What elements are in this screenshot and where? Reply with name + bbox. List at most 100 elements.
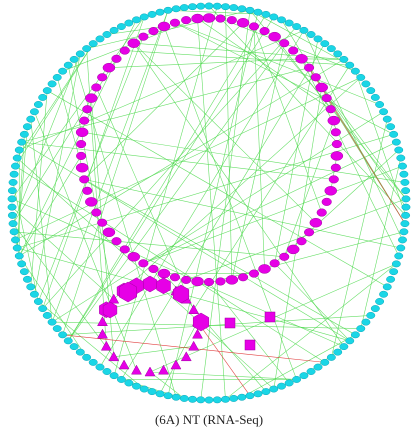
edge-green	[11, 198, 344, 347]
outer-node	[47, 80, 57, 88]
edge-green	[167, 12, 259, 396]
edge-green	[16, 43, 94, 159]
inner-node	[102, 62, 116, 73]
outer-node	[401, 195, 411, 203]
square-node	[244, 339, 256, 351]
edge-green	[133, 42, 317, 223]
outer-node	[124, 19, 134, 27]
inner-node	[85, 197, 98, 207]
inner-node	[238, 273, 249, 282]
outer-node	[320, 358, 330, 366]
outer-node	[63, 337, 73, 345]
outer-node	[14, 146, 24, 154]
outer-node	[306, 368, 316, 375]
outer-node	[8, 220, 18, 228]
outer-node	[29, 108, 39, 116]
outer-node	[38, 93, 48, 101]
inner-node	[97, 73, 108, 82]
outer-node	[306, 31, 316, 38]
edge-green	[113, 6, 218, 376]
outer-node	[221, 3, 230, 11]
inner-node	[127, 38, 141, 48]
inner-node	[236, 18, 250, 28]
isolated-nodes	[224, 311, 276, 351]
edge-green	[174, 22, 394, 135]
edge-green	[360, 157, 402, 329]
outer-node	[361, 80, 371, 88]
outer-node	[237, 393, 247, 401]
inner-node	[111, 54, 122, 63]
outer-node	[155, 8, 165, 16]
cluster-triangle-node	[108, 293, 120, 304]
inner-node	[82, 105, 93, 114]
outer-node	[389, 130, 399, 138]
outer-node	[14, 252, 24, 260]
edge-green	[274, 38, 319, 264]
outer-node	[400, 178, 410, 186]
outer-node	[366, 311, 376, 319]
outer-node	[394, 146, 404, 154]
edge-green	[19, 30, 305, 151]
outer-node	[147, 388, 157, 396]
outer-node	[379, 290, 389, 298]
outer-node	[19, 130, 29, 138]
inner-node	[191, 13, 204, 24]
outer-node	[277, 16, 286, 24]
outer-node	[171, 5, 181, 13]
inner-node	[79, 175, 90, 184]
outer-node	[12, 154, 22, 162]
edge-green	[133, 43, 345, 347]
outer-node	[361, 318, 371, 326]
inner-node	[127, 252, 141, 262]
edge-green	[62, 10, 169, 335]
edge-green	[208, 281, 290, 384]
outer-node	[399, 170, 409, 178]
outer-node	[212, 396, 222, 404]
outer-node	[82, 353, 92, 361]
edge-green	[200, 10, 251, 400]
inner-node	[191, 276, 204, 287]
outer-node	[370, 93, 380, 101]
outer-node	[398, 236, 407, 244]
outer-node	[22, 275, 32, 283]
edge-green	[67, 16, 275, 341]
outer-node	[350, 67, 360, 75]
outer-node	[299, 26, 309, 34]
edge-green	[253, 26, 322, 213]
edge-green	[113, 345, 194, 358]
outer-node	[7, 211, 17, 219]
outer-node	[38, 305, 48, 313]
outer-node	[229, 394, 239, 402]
cluster-triangle-node	[188, 304, 200, 314]
outer-node	[171, 393, 181, 401]
edge-red	[308, 67, 406, 224]
inner-node	[331, 140, 342, 149]
outer-node	[132, 16, 141, 24]
outer-node	[147, 10, 157, 18]
outer-node	[253, 390, 263, 398]
cluster-hexagon-node	[192, 312, 210, 332]
outer-node	[109, 26, 119, 34]
outer-node	[401, 211, 411, 219]
outer-node	[398, 162, 407, 170]
outer-node	[88, 358, 98, 366]
outer-node	[42, 87, 52, 95]
outer-node	[139, 385, 149, 393]
square-node	[224, 317, 236, 329]
outer-node	[366, 87, 376, 95]
outer-node	[391, 138, 401, 146]
cluster-hexagon-node	[156, 277, 171, 295]
edge-green	[62, 315, 371, 336]
outer-node	[22, 123, 32, 131]
outer-node	[95, 35, 105, 43]
outer-node	[245, 6, 255, 14]
outer-node	[375, 298, 385, 305]
inner-node	[169, 18, 180, 27]
edge-green	[12, 223, 114, 357]
outer-node	[33, 298, 43, 305]
outer-node	[292, 23, 302, 30]
outer-node	[356, 325, 366, 333]
outer-node	[396, 244, 406, 252]
edge-green	[12, 182, 39, 302]
edge-green	[13, 231, 20, 257]
